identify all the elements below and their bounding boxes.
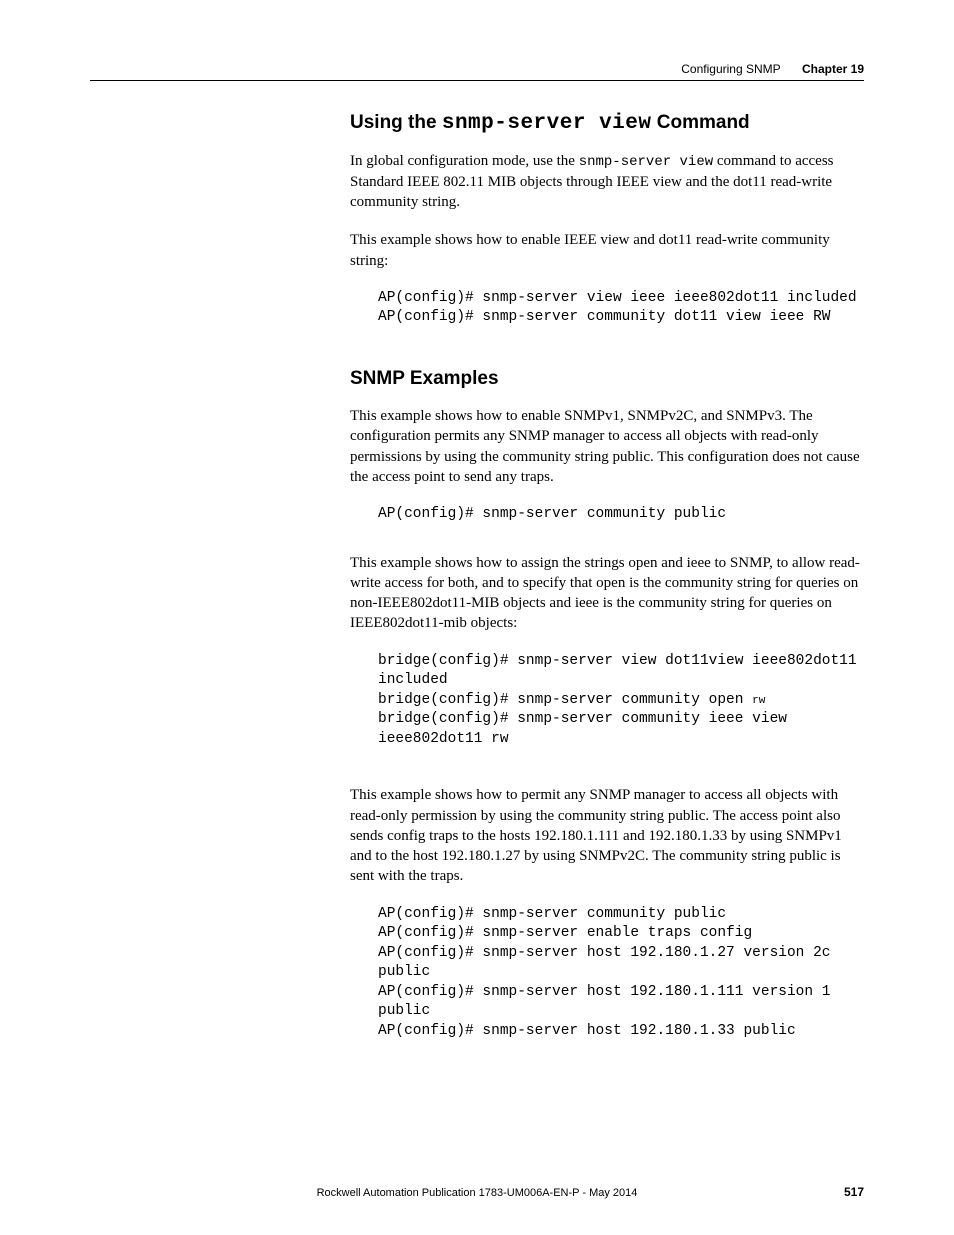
section2-code1: AP(config)# snmp-server community public: [378, 505, 865, 525]
section2-para2: This example shows how to assign the str…: [350, 553, 865, 634]
header-chapter: Chapter 19: [802, 62, 864, 76]
page-container: Configuring SNMP Chapter 19 Using the sn…: [0, 0, 954, 1235]
header-rule: [90, 80, 864, 81]
header-topic: Configuring SNMP: [681, 62, 780, 76]
main-content: Using the snmp-server view Command In gl…: [350, 112, 865, 1060]
page-number: 517: [844, 1185, 864, 1199]
section2-para1: This example shows how to enable SNMPv1,…: [350, 406, 865, 487]
section2-para3: This example shows how to permit any SNM…: [350, 785, 865, 886]
heading-prefix: Using the: [350, 112, 442, 133]
code2-rw: rw: [752, 695, 765, 707]
code2-a: bridge(config)# snmp-server view dot11vi…: [378, 653, 865, 708]
section1-para2: This example shows how to enable IEEE vi…: [350, 230, 865, 271]
heading-suffix: Command: [651, 112, 749, 133]
section1-code1: AP(config)# snmp-server view ieee ieee80…: [378, 289, 865, 328]
section1-para1: In global configuration mode, use the sn…: [350, 151, 865, 212]
section2: SNMP Examples This example shows how to …: [350, 368, 865, 1042]
footer-publication: Rockwell Automation Publication 1783-UM0…: [90, 1187, 864, 1199]
heading-mono: snmp-server view: [442, 112, 652, 135]
section1-heading: Using the snmp-server view Command: [350, 112, 865, 135]
page-header: Configuring SNMP Chapter 19: [681, 62, 864, 76]
section2-heading: SNMP Examples: [350, 368, 865, 390]
section2-code2: bridge(config)# snmp-server view dot11vi…: [378, 652, 865, 750]
code2-b: bridge(config)# snmp-server community ie…: [378, 711, 796, 747]
section2-code3: AP(config)# snmp-server community public…: [378, 905, 865, 1042]
para1-mono: snmp-server view: [579, 154, 713, 170]
para1-text-a: In global configuration mode, use the: [350, 153, 579, 169]
